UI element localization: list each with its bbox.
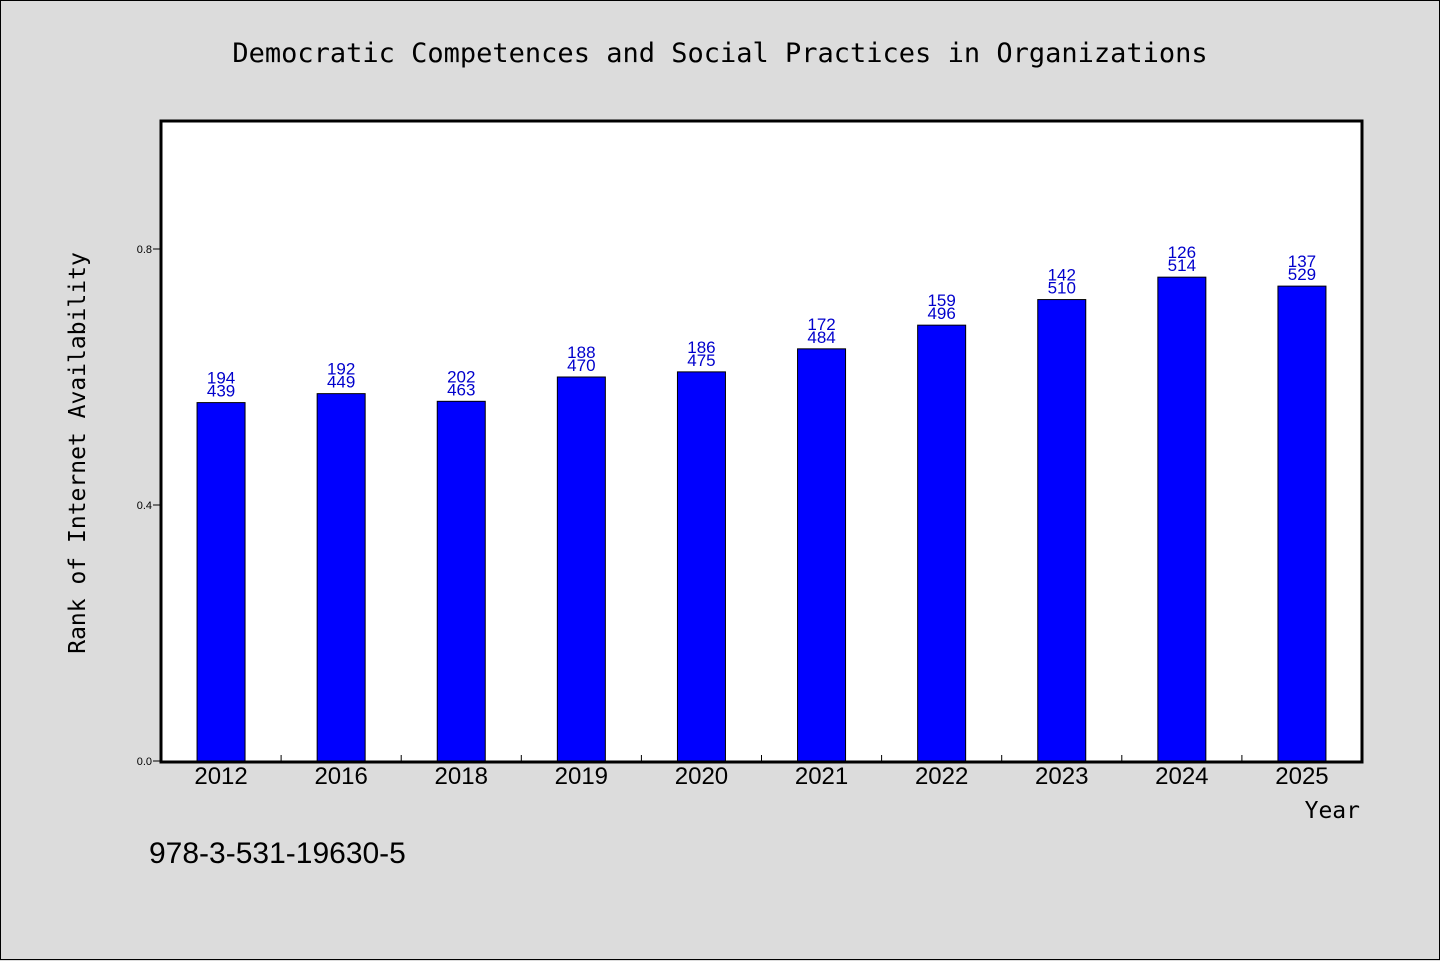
x-tick-label-2012: 2012 bbox=[194, 763, 247, 790]
data-label-2021-1: 172 bbox=[807, 315, 835, 334]
bar-2016 bbox=[316, 393, 366, 762]
data-label-2025-1: 137 bbox=[1288, 252, 1316, 271]
x-tick-label-2023: 2023 bbox=[1035, 763, 1088, 790]
data-label-2016-2: 449 bbox=[327, 373, 355, 392]
bars-group bbox=[196, 276, 1327, 762]
bar-2024 bbox=[1157, 276, 1207, 762]
data-label-2019-1: 188 bbox=[567, 343, 595, 362]
y-tick-label-0.8: 0.8 bbox=[137, 244, 152, 256]
data-label-2016-1: 192 bbox=[327, 360, 355, 379]
data-label-2012-1: 194 bbox=[207, 369, 235, 388]
data-label-2024-1: 126 bbox=[1168, 243, 1196, 262]
data-label-2022-1: 159 bbox=[927, 291, 955, 310]
bar-2020 bbox=[676, 371, 726, 762]
bar-2023 bbox=[1037, 299, 1087, 762]
y-axis-ticks: 0.0 0.4 0.8 bbox=[137, 244, 161, 768]
isbn-text: 978-3-531-19630-5 bbox=[149, 837, 406, 870]
bar-2019 bbox=[556, 376, 606, 762]
chart-title: Democratic Competences and Social Practi… bbox=[232, 38, 1207, 69]
data-label-2023-1: 142 bbox=[1048, 266, 1076, 285]
data-label-2025-2: 529 bbox=[1288, 265, 1316, 284]
x-axis-ticks: 2012 2016 2018 2019 2020 2021 2022 2023 2024 2025 bbox=[194, 755, 1329, 790]
data-label-2022-2: 496 bbox=[927, 304, 955, 323]
data-label-2023-2: 510 bbox=[1048, 279, 1076, 298]
bar-2022 bbox=[917, 324, 967, 762]
x-tick-label-2024: 2024 bbox=[1155, 763, 1208, 790]
x-tick-label-2016: 2016 bbox=[314, 763, 367, 790]
bar-2021 bbox=[797, 348, 847, 762]
data-label-2024-2: 514 bbox=[1168, 256, 1196, 275]
y-tick-label-0.0: 0.0 bbox=[137, 756, 152, 768]
y-axis-label: Rank of Internet Availability bbox=[65, 252, 91, 654]
y-tick-label-0.4: 0.4 bbox=[137, 500, 152, 512]
x-tick-label-2021: 2021 bbox=[795, 763, 848, 790]
data-label-2018-1: 202 bbox=[447, 367, 475, 386]
data-label-2021-2: 484 bbox=[807, 328, 835, 347]
x-axis-label: Year bbox=[1305, 798, 1360, 824]
data-label-2018-2: 463 bbox=[447, 380, 475, 399]
bar-2018 bbox=[436, 400, 486, 762]
x-tick-label-2019: 2019 bbox=[555, 763, 608, 790]
x-tick-label-2025: 2025 bbox=[1275, 763, 1328, 790]
x-tick-label-2018: 2018 bbox=[435, 763, 488, 790]
data-label-2020-2: 475 bbox=[687, 351, 715, 370]
data-label-2012-2: 439 bbox=[207, 382, 235, 401]
x-tick-label-2020: 2020 bbox=[675, 763, 728, 790]
data-label-2019-2: 470 bbox=[567, 356, 595, 375]
bar-2025 bbox=[1277, 285, 1327, 762]
x-tick-label-2022: 2022 bbox=[915, 763, 968, 790]
data-label-2020-1: 186 bbox=[687, 338, 715, 357]
bar-2012 bbox=[196, 402, 246, 762]
